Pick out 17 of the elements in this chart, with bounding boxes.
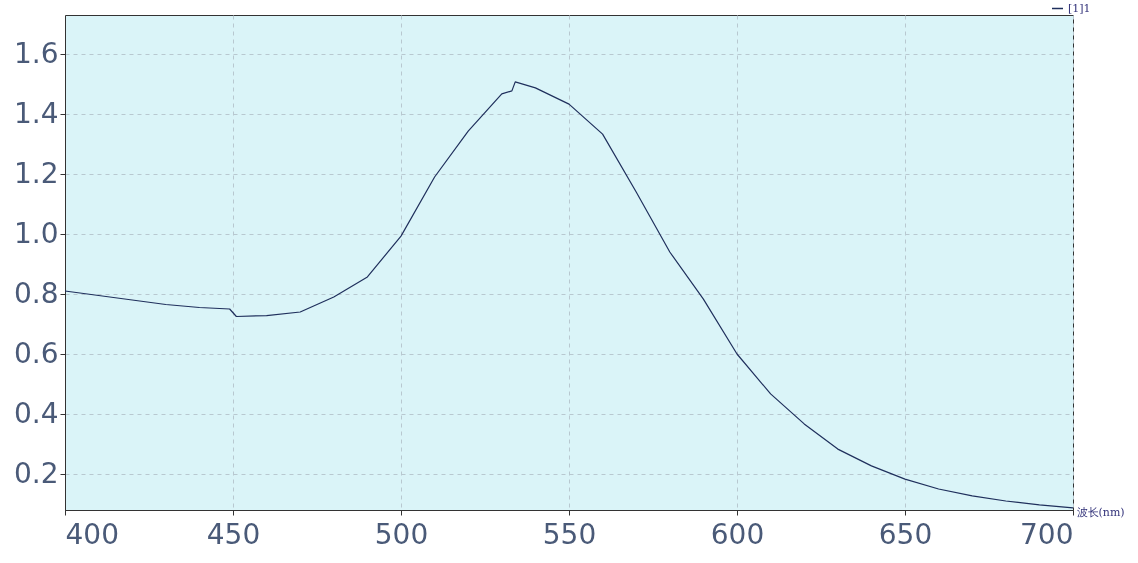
y-tick-label: 0.2 (13, 456, 59, 490)
x-tick-label: 450 (206, 517, 261, 551)
y-tick-label: 1.6 (13, 36, 59, 70)
x-tick-label: 550 (542, 517, 597, 551)
y-tick-label: 0.6 (13, 336, 59, 370)
y-tick-label: 0.4 (13, 396, 59, 430)
legend-label: [1]1 (1068, 1, 1091, 15)
x-tick-label: 650 (878, 517, 933, 551)
y-tick-label: 1.0 (13, 216, 59, 250)
x-tick-label: 400 (65, 517, 119, 551)
y-tick-label: 0.8 (13, 276, 59, 310)
x-axis-title: 波长(nm) (1076, 505, 1125, 519)
y-tick-label: 1.4 (13, 96, 59, 130)
x-tick-label: 700 (1020, 517, 1074, 551)
y-tick-label: 1.2 (13, 156, 59, 190)
x-tick-label: 600 (710, 517, 765, 551)
x-tick-label: 500 (374, 517, 429, 551)
